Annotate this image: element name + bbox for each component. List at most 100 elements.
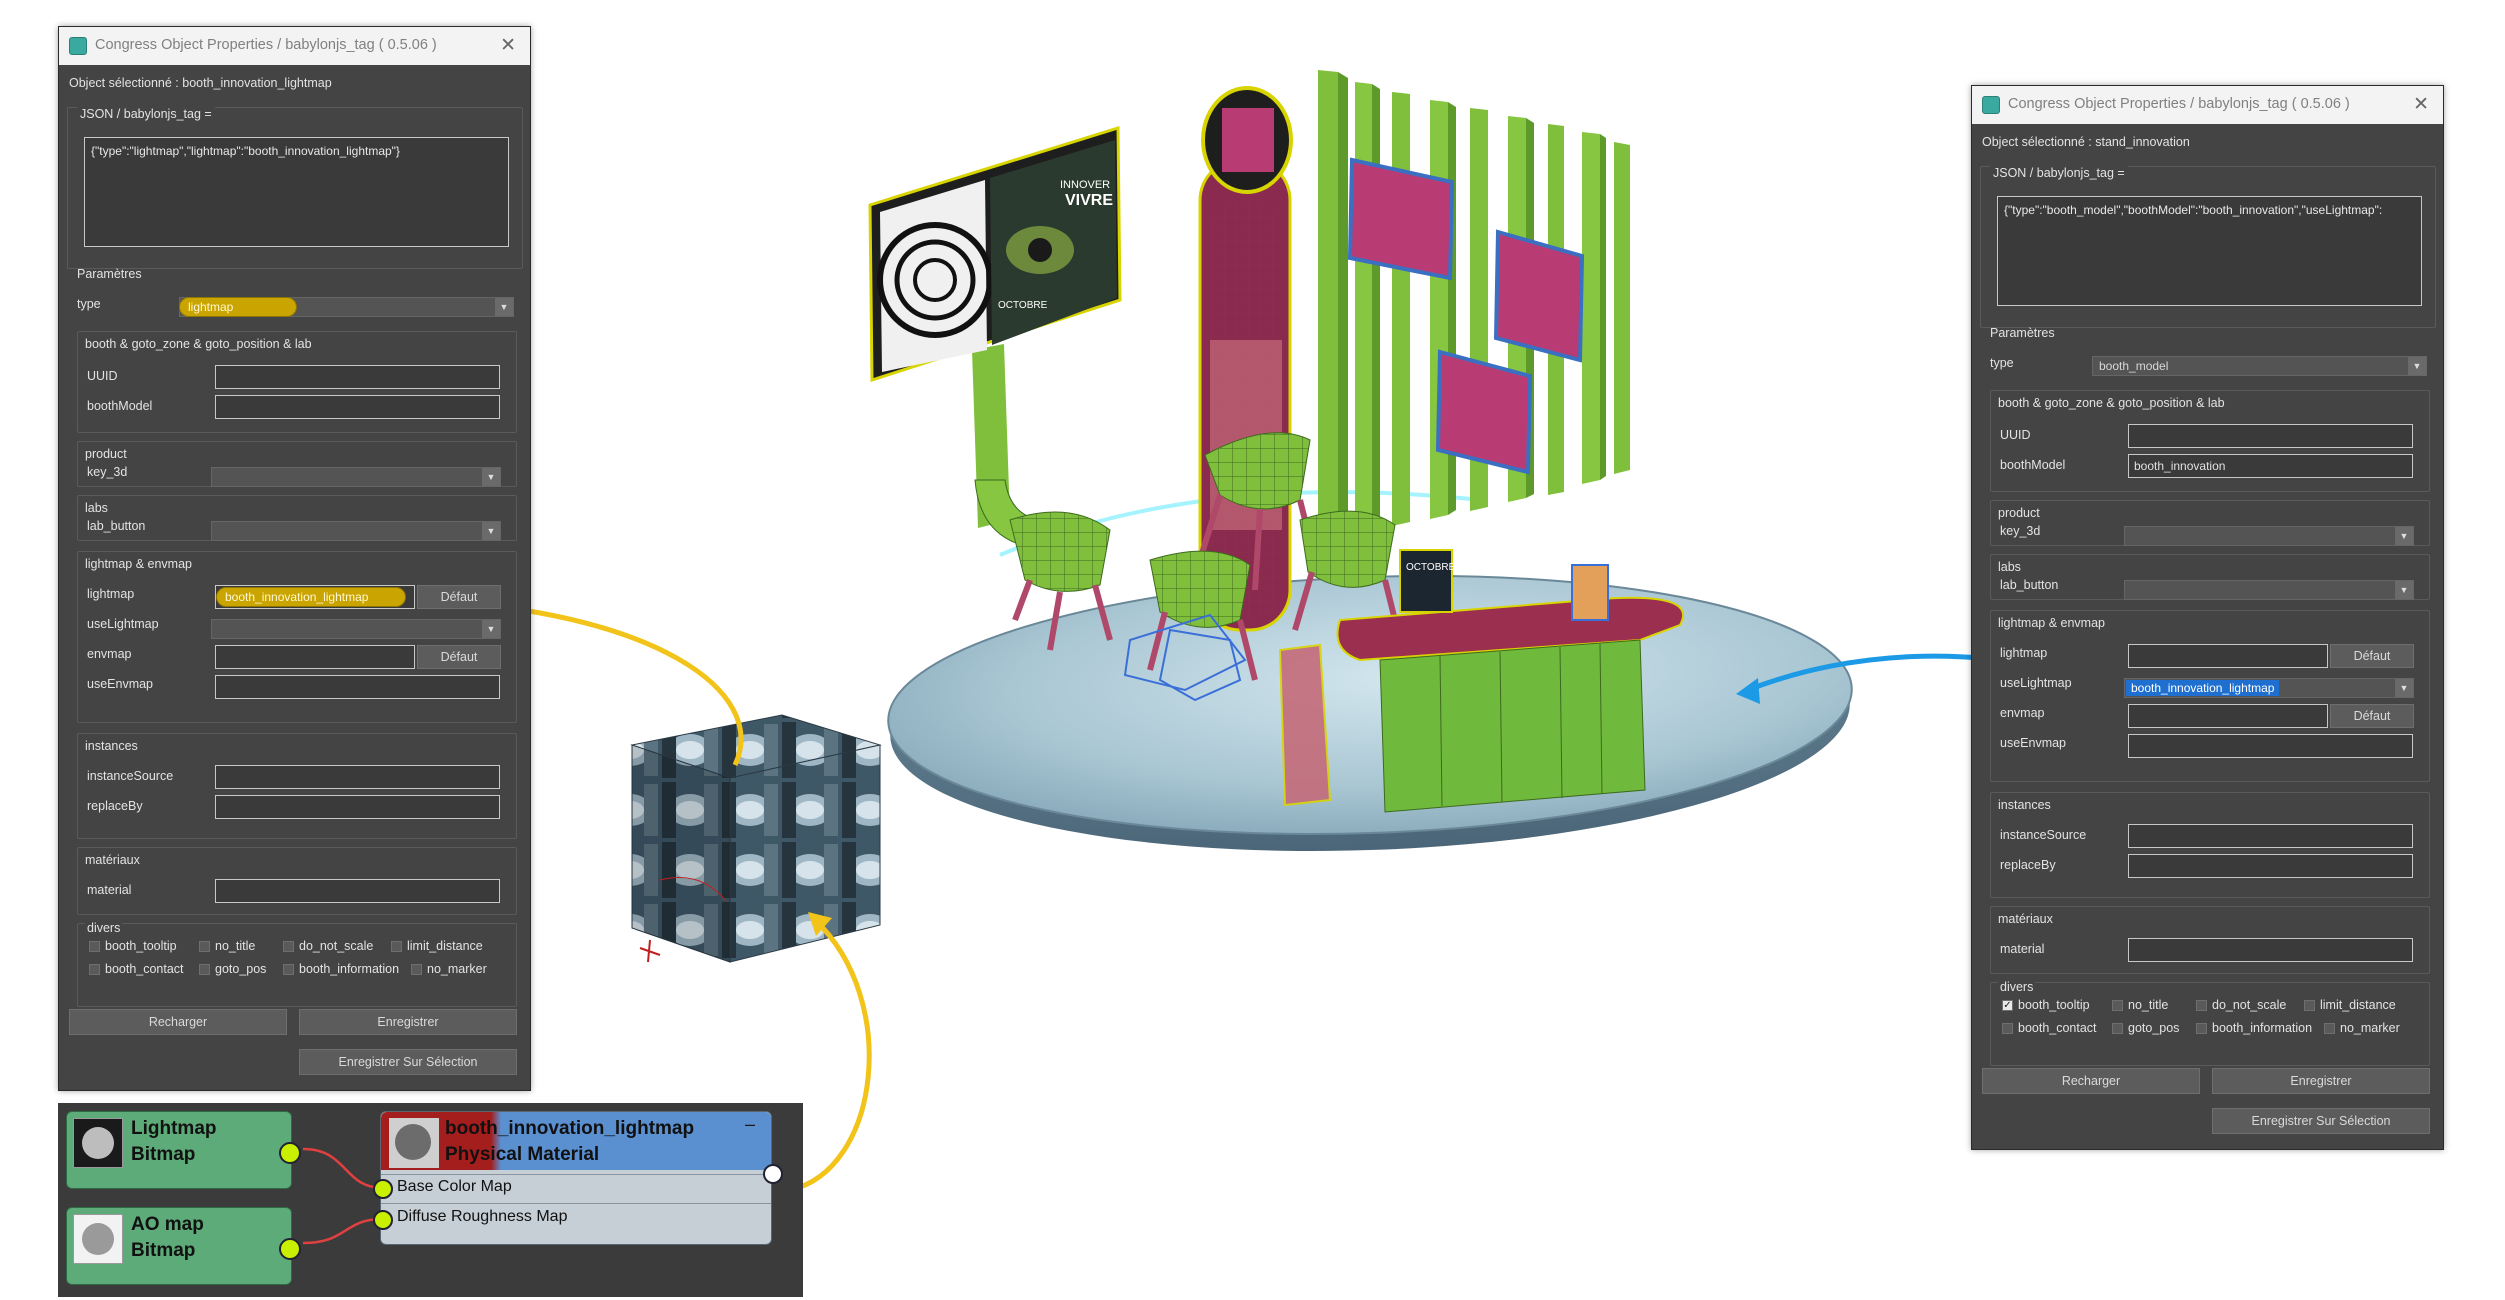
checkbox-limit-distance[interactable]: [2304, 1000, 2315, 1011]
labs-group-label: labs: [1998, 560, 2021, 574]
envmap-label: envmap: [87, 647, 132, 661]
type-dropdown[interactable]: booth_model ▼: [2092, 356, 2427, 376]
instsource-input[interactable]: [2128, 824, 2413, 848]
labbutton-dropdown[interactable]: ▼: [2124, 580, 2414, 600]
ao-bitmap-node[interactable]: AO map Bitmap: [66, 1207, 301, 1285]
checkbox-do-not-scale[interactable]: [283, 941, 294, 952]
check-label-booth-tooltip: booth_tooltip: [2018, 998, 2090, 1012]
app-icon: [1982, 96, 2000, 114]
key3d-dropdown[interactable]: ▼: [2124, 526, 2414, 546]
labbutton-dropdown[interactable]: ▼: [211, 521, 501, 541]
poster-text-2: VIVRE: [1065, 192, 1113, 209]
save-selection-button[interactable]: Enregistrer Sur Sélection: [2212, 1108, 2430, 1134]
checkbox-booth-information[interactable]: [283, 964, 294, 975]
lightmap-group-label: lightmap & envmap: [85, 557, 193, 571]
checkbox-booth-information[interactable]: [2196, 1023, 2207, 1034]
reload-button[interactable]: Recharger: [69, 1009, 287, 1035]
base-color-input-socket[interactable]: [373, 1179, 393, 1199]
envmap-default-button[interactable]: Défaut: [2330, 704, 2414, 728]
type-value-highlight: lightmap: [179, 297, 297, 317]
replaceby-label: replaceBy: [2000, 858, 2056, 872]
slot-base-color: Base Color Map: [397, 1178, 512, 1195]
uuid-input[interactable]: [2128, 424, 2413, 448]
save-selection-button[interactable]: Enregistrer Sur Sélection: [299, 1049, 517, 1075]
useenvmap-label: useEnvmap: [2000, 736, 2067, 750]
checkbox-goto-pos[interactable]: [199, 964, 210, 975]
boothmodel-input[interactable]: [215, 395, 500, 419]
chevron-down-icon: ▼: [495, 298, 513, 316]
selected-object-label: Object sélectionné : stand_innovation: [1982, 135, 2190, 149]
envmap-input[interactable]: [2128, 704, 2328, 728]
lightmap-output-socket[interactable]: [279, 1142, 301, 1164]
right-title-bar[interactable]: Congress Object Properties / babylonjs_t…: [1972, 86, 2443, 124]
lightmap-group-label: lightmap & envmap: [1998, 616, 2106, 630]
json-textarea[interactable]: {"type":"booth_model","boothModel":"boot…: [1997, 196, 2422, 306]
physical-material-node[interactable]: booth_innovation_lightmap Physical Mater…: [373, 1111, 783, 1245]
type-value: booth_model: [2099, 359, 2169, 373]
useenvmap-input[interactable]: [2128, 734, 2413, 758]
lightmap-label: lightmap: [2000, 646, 2048, 660]
slat-wall: [1318, 70, 1630, 545]
product-group-label: product: [85, 447, 127, 461]
checkbox-do-not-scale[interactable]: [2196, 1000, 2207, 1011]
json-label: JSON / babylonjs_tag =: [1990, 166, 2128, 180]
checkbox-booth-tooltip[interactable]: [89, 941, 100, 952]
left-title-bar[interactable]: Congress Object Properties / babylonjs_t…: [59, 27, 530, 65]
envmap-label: envmap: [2000, 706, 2045, 720]
save-button[interactable]: Enregistrer: [2212, 1068, 2430, 1094]
checkbox-goto-pos[interactable]: [2112, 1023, 2123, 1034]
key3d-dropdown[interactable]: ▼: [211, 467, 501, 487]
checkbox-no-marker[interactable]: [411, 964, 422, 975]
instsource-input[interactable]: [215, 765, 500, 789]
reload-button[interactable]: Recharger: [1982, 1068, 2200, 1094]
checkbox-booth-tooltip[interactable]: ✓: [2002, 1000, 2013, 1011]
checkbox-limit-distance[interactable]: [391, 941, 402, 952]
node-wires: [302, 1147, 384, 1245]
save-button[interactable]: Enregistrer: [299, 1009, 517, 1035]
check-label-no-marker: no_marker: [427, 962, 487, 976]
poster-text-1: INNOVER: [1060, 179, 1110, 191]
envmap-input[interactable]: [215, 645, 415, 669]
material-label: material: [2000, 942, 2045, 956]
lightmap-input[interactable]: [2128, 644, 2328, 668]
material-node-editor: Lightmap Bitmap AO map Bitmap booth_inno…: [58, 1103, 803, 1297]
material-input[interactable]: [215, 879, 500, 903]
check-label-booth-contact: booth_contact: [105, 962, 184, 976]
replaceby-input[interactable]: [2128, 854, 2413, 878]
checkbox-no-title[interactable]: [2112, 1000, 2123, 1011]
check-label-no-title: no_title: [2128, 998, 2169, 1012]
ao-output-socket[interactable]: [279, 1238, 301, 1260]
chevron-down-icon: ▼: [2395, 679, 2413, 697]
uselightmap-dropdown[interactable]: ▼: [211, 619, 501, 639]
envmap-default-button[interactable]: Défaut: [417, 645, 501, 669]
lightmap-default-button[interactable]: Défaut: [2330, 644, 2414, 668]
boothmodel-input[interactable]: booth_innovation: [2128, 454, 2413, 478]
close-icon[interactable]: ✕: [2413, 94, 2429, 115]
material-input[interactable]: [2128, 938, 2413, 962]
roughness-input-socket[interactable]: [373, 1210, 393, 1230]
json-textarea[interactable]: {"type":"lightmap","lightmap":"booth_inn…: [84, 137, 509, 247]
checkbox-booth-contact[interactable]: [2002, 1023, 2013, 1034]
close-icon[interactable]: ✕: [500, 35, 516, 56]
lightmap-default-button[interactable]: Défaut: [417, 585, 501, 609]
left-properties-dialog: Congress Object Properties / babylonjs_t…: [58, 26, 531, 1091]
collapse-button[interactable]: –: [744, 1114, 755, 1134]
checkbox-no-title[interactable]: [199, 941, 210, 952]
replaceby-label: replaceBy: [87, 799, 143, 813]
replaceby-input[interactable]: [215, 795, 500, 819]
chairs: [1009, 432, 1403, 702]
json-group: [67, 107, 523, 269]
labs-group-label: labs: [85, 501, 108, 515]
checkbox-booth-contact[interactable]: [89, 964, 100, 975]
material-output-socket[interactable]: [763, 1164, 783, 1184]
lightmap-value-highlight: booth_innovation_lightmap: [216, 587, 406, 607]
useenvmap-input[interactable]: [215, 675, 500, 699]
checkbox-no-marker[interactable]: [2324, 1023, 2335, 1034]
uuid-input[interactable]: [215, 365, 500, 389]
lightmap-cube: [630, 714, 882, 963]
instances-group: [77, 733, 517, 839]
lightmap-bitmap-node[interactable]: Lightmap Bitmap: [66, 1111, 301, 1189]
divers-group: [77, 923, 517, 1007]
uselightmap-value-highlight: booth_innovation_lightmap: [2126, 680, 2280, 696]
material-node-type: Physical Material: [445, 1144, 600, 1165]
